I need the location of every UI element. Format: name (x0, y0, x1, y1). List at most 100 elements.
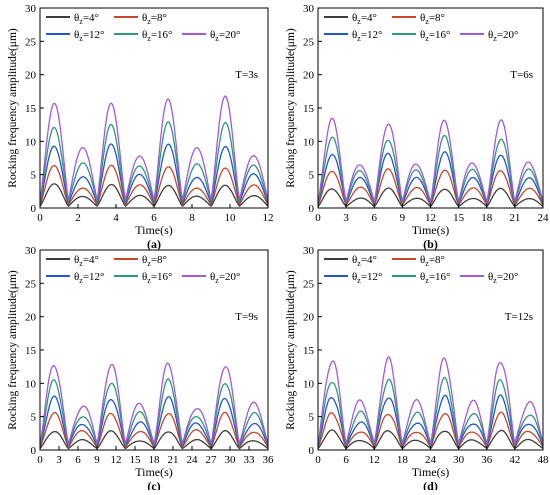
legend-label: θz=12° (74, 271, 104, 285)
x-tick-label: 36 (263, 454, 275, 466)
legend: θz=4° θz=8° θz=12° θz=16° θz=20° (46, 254, 240, 285)
y-tick-label: 20 (25, 312, 37, 324)
x-tick-label: 21 (168, 454, 179, 466)
x-tick-label: 48 (538, 454, 550, 466)
x-tick-label: 12 (111, 454, 122, 466)
panel-a: 0 5 10 15 20 25 30 0 2 4 6 8 10 12 Time(s) Rocking freq… (7, 3, 274, 251)
series-line-4 (39, 121, 269, 204)
x-tick-label: 27 (206, 454, 218, 466)
x-tick-label: 12 (263, 212, 274, 224)
series-line-5 (39, 362, 269, 446)
y-tick-label: 20 (303, 312, 315, 324)
period-annotation: T=3s (235, 69, 258, 81)
x-tick-label: 21 (509, 212, 520, 224)
x-tick-label: 8 (189, 212, 195, 224)
y-tick-label: 10 (303, 378, 315, 390)
y-tick-label: 0 (309, 203, 315, 215)
legend-label: θz=20° (488, 29, 518, 43)
series-line-4 (39, 378, 269, 447)
y-tick-label: 30 (25, 3, 37, 15)
series-line-5 (317, 356, 544, 446)
y-axis-label: Rocking frequency amplitude(μm) (285, 28, 297, 188)
legend-label: θz=12° (352, 271, 382, 285)
y-axis-label: Rocking frequency amplitude(μm) (7, 270, 19, 430)
x-tick-label: 12 (425, 212, 436, 224)
y-tick-label: 0 (31, 445, 37, 457)
x-tick-label: 15 (130, 454, 142, 466)
series-line-4 (317, 134, 544, 205)
panel-label: (a) (147, 237, 161, 251)
x-axis-label: Time(s) (412, 465, 450, 479)
x-tick-label: 30 (453, 454, 465, 466)
x-tick-label: 2 (75, 212, 81, 224)
x-tick-label: 18 (149, 454, 161, 466)
legend-label: θz=8° (142, 254, 167, 268)
x-axis-label: Time(s) (135, 465, 173, 479)
period-annotation: T=9s (235, 311, 258, 323)
series-line-5 (39, 95, 269, 200)
x-tick-label: 0 (37, 454, 43, 466)
legend-label: θz=4° (352, 254, 377, 268)
y-axis-label: Rocking frequency amplitude(μm) (285, 270, 297, 430)
legend-label: θz=16° (142, 29, 172, 43)
legend-label: θz=4° (74, 254, 99, 268)
y-tick-label: 15 (303, 345, 315, 357)
legend-label: θz=20° (210, 29, 240, 43)
x-tick-label: 0 (315, 454, 321, 466)
x-tick-label: 30 (225, 454, 237, 466)
x-tick-label: 42 (509, 454, 520, 466)
series-line-5 (317, 117, 544, 204)
y-tick-label: 5 (309, 170, 315, 182)
x-tick-label: 36 (481, 454, 493, 466)
x-tick-label: 10 (225, 212, 237, 224)
x-tick-label: 6 (151, 212, 157, 224)
x-tick-label: 0 (315, 212, 321, 224)
panel-label: (d) (423, 479, 438, 490)
x-tick-label: 3 (56, 454, 62, 466)
legend-label: θz=8° (420, 12, 445, 26)
legend-label: θz=16° (142, 271, 172, 285)
x-tick-label: 0 (37, 212, 43, 224)
x-tick-label: 6 (372, 212, 378, 224)
x-tick-label: 3 (343, 212, 349, 224)
legend-label: θz=16° (420, 29, 450, 43)
y-tick-label: 15 (303, 103, 315, 115)
y-tick-label: 20 (25, 70, 37, 82)
panel-d: 0 5 10 15 20 25 30 0 6 12 18 24 30 36 42 48 Time(s) Rocki… (285, 245, 550, 493)
legend: θz=4° θz=8° θz=12° θz=16° θz=20° (46, 12, 240, 43)
x-tick-label: 4 (113, 212, 119, 224)
x-tick-label: 24 (538, 212, 550, 224)
y-tick-label: 15 (25, 345, 37, 357)
panel-b: 0 5 10 15 20 25 30 0 3 6 9 12 15 18 21 24 Time(s) Rocking… (285, 3, 549, 251)
y-tick-label: 0 (309, 445, 315, 457)
x-tick-label: 6 (75, 454, 81, 466)
legend-label: θz=4° (74, 12, 99, 26)
y-tick-label: 25 (25, 36, 37, 48)
x-tick-label: 15 (453, 212, 465, 224)
x-tick-label: 9 (94, 454, 100, 466)
legend-label: θz=20° (488, 271, 518, 285)
legend-label: θz=16° (420, 271, 450, 285)
legend-label: θz=8° (420, 254, 445, 268)
legend-label: θz=20° (210, 271, 240, 285)
legend-label: θz=8° (142, 12, 167, 26)
y-tick-label: 25 (303, 36, 315, 48)
period-annotation: T=6s (510, 69, 533, 81)
x-tick-label: 6 (343, 454, 349, 466)
legend: θz=4° θz=8° θz=12° θz=16° θz=20° (324, 12, 518, 43)
y-tick-label: 30 (303, 3, 315, 15)
y-tick-label: 10 (303, 136, 315, 148)
x-axis-label: Time(s) (135, 223, 173, 237)
y-tick-label: 10 (25, 378, 37, 390)
x-tick-label: 33 (244, 454, 256, 466)
panel-label: (c) (147, 479, 160, 490)
legend: θz=4° θz=8° θz=12° θz=16° θz=20° (324, 254, 518, 285)
y-tick-label: 0 (31, 203, 37, 215)
x-tick-label: 9 (400, 212, 406, 224)
y-tick-label: 25 (303, 278, 315, 290)
panel-label: (b) (423, 237, 438, 251)
x-axis-label: Time(s) (412, 223, 450, 237)
